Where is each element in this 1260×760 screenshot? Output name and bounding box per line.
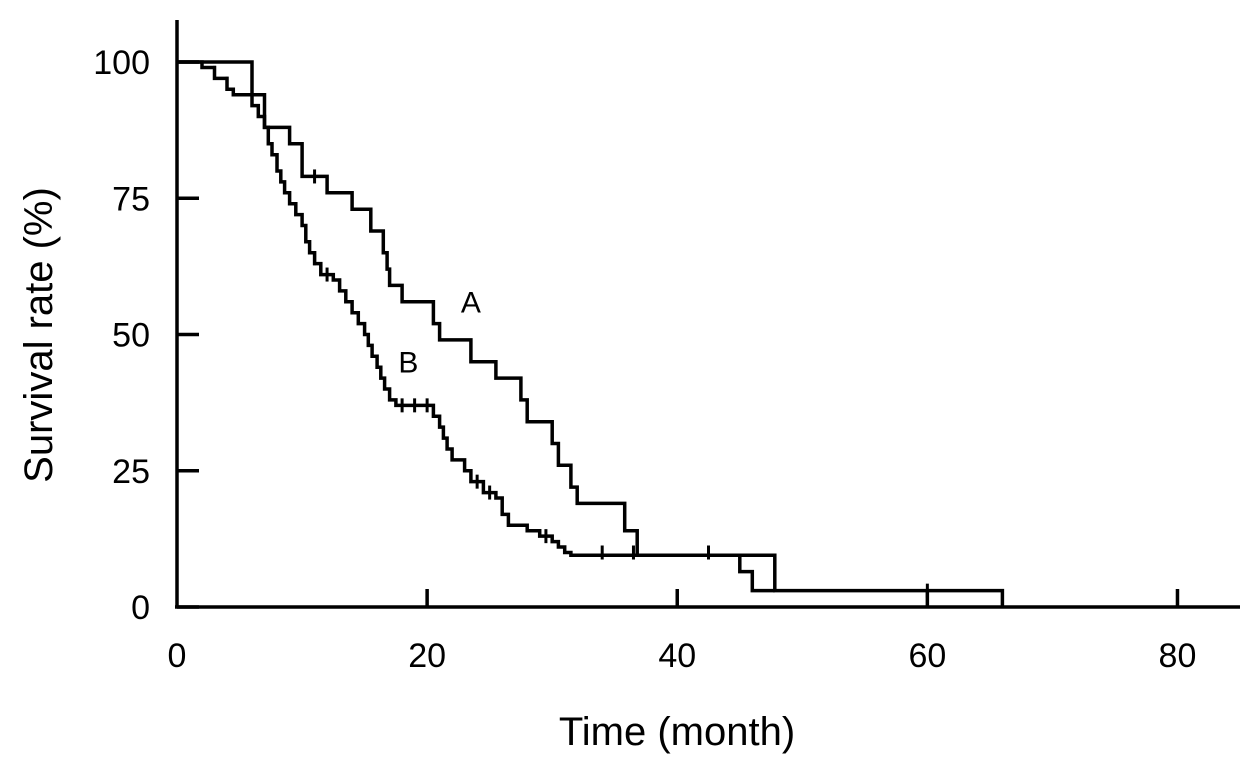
x-tick-label: 40 xyxy=(658,637,696,675)
series-a-curve xyxy=(177,60,1005,607)
series-b-curve xyxy=(177,60,775,593)
y-tick-label: 100 xyxy=(93,44,150,82)
axes xyxy=(175,20,1240,609)
y-tick-label: 50 xyxy=(112,317,150,355)
y-tick-label: 75 xyxy=(112,180,150,218)
curves xyxy=(177,60,1005,607)
x-tick-label: 60 xyxy=(908,637,946,675)
annotations: AB xyxy=(398,287,481,380)
x-axis-title: Time (month) xyxy=(559,710,795,754)
ticks: 0 25 50 75 100 0 20 40 60 80 xyxy=(93,44,1196,675)
y-tick-label: 25 xyxy=(112,453,150,491)
y-axis-title: Survival rate (%) xyxy=(17,187,61,483)
series-label-a: A xyxy=(461,287,481,320)
x-tick-label: 20 xyxy=(408,637,446,675)
series-label-b: B xyxy=(398,347,418,380)
x-tick-label: 0 xyxy=(168,637,187,675)
y-tick-label: 0 xyxy=(131,589,150,627)
x-tick-label: 80 xyxy=(1159,637,1197,675)
